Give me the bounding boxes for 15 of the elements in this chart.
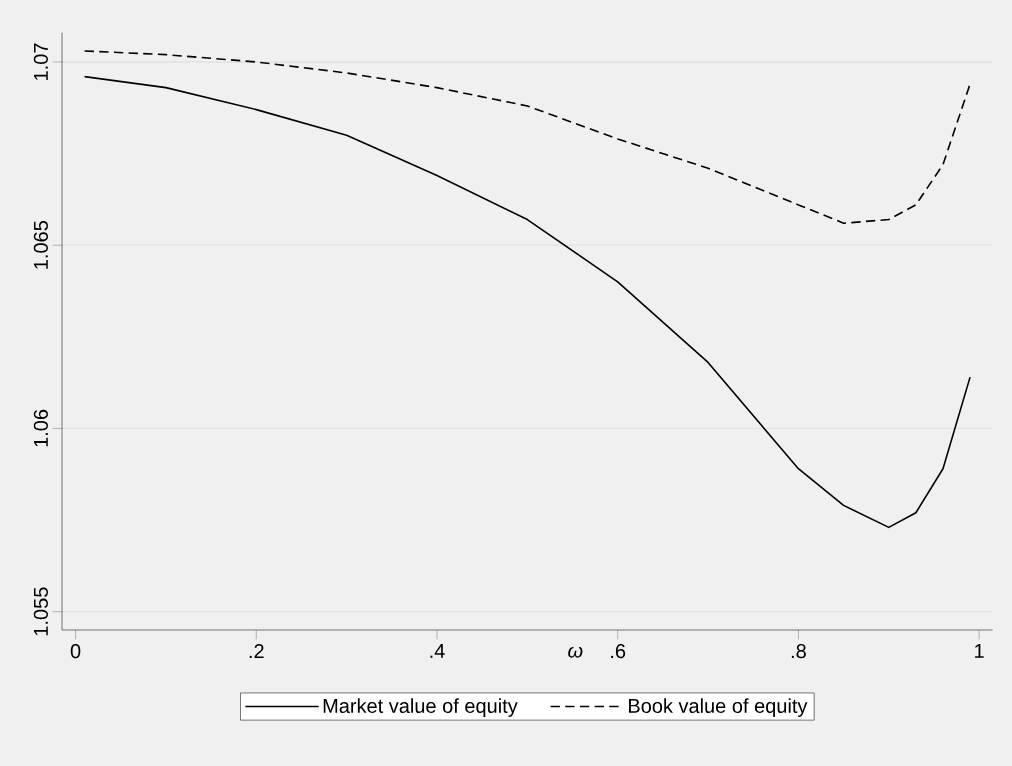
- y-tick-label: 1.07: [33, 43, 48, 80]
- x-tick-label: 1: [975, 644, 984, 658]
- x-tick-label: 0: [70, 644, 81, 659]
- line-series: [83, 75, 971, 529]
- x-tick-label: .8: [791, 644, 806, 659]
- x-axis-title: ω: [568, 646, 583, 658]
- x-tick-label: .4: [430, 644, 445, 658]
- y-tick-label: 1.06: [33, 409, 48, 447]
- line-series: [83, 50, 971, 225]
- legend-label: Book value of equity: [629, 698, 808, 717]
- x-tick-label: .6: [611, 644, 626, 659]
- x-tick-label: .2: [249, 644, 264, 658]
- legend-label: Market value of equity: [323, 698, 518, 717]
- y-tick-label: 1.065: [33, 221, 48, 269]
- y-tick-label: 1.055: [33, 587, 48, 636]
